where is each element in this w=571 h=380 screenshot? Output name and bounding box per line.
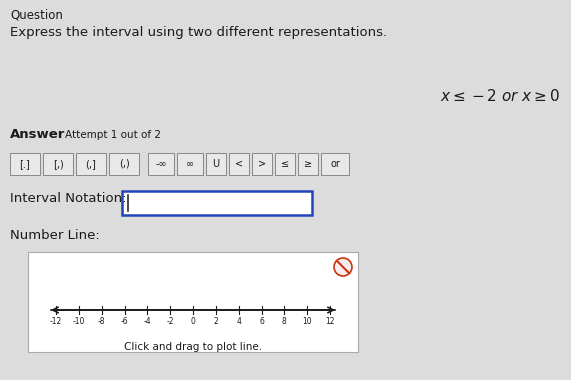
- Text: ≤: ≤: [281, 159, 289, 169]
- FancyBboxPatch shape: [76, 153, 106, 175]
- Text: 8: 8: [282, 317, 287, 326]
- Text: [,): [,): [53, 159, 63, 169]
- FancyBboxPatch shape: [275, 153, 295, 175]
- Text: (,): (,): [119, 159, 130, 169]
- Text: Number Line:: Number Line:: [10, 229, 100, 242]
- Text: ∞: ∞: [186, 159, 194, 169]
- Text: -10: -10: [73, 317, 85, 326]
- Circle shape: [334, 258, 352, 276]
- Text: (,]: (,]: [86, 159, 96, 169]
- FancyBboxPatch shape: [122, 191, 312, 215]
- FancyBboxPatch shape: [10, 153, 40, 175]
- Text: -4: -4: [143, 317, 151, 326]
- FancyBboxPatch shape: [43, 153, 73, 175]
- Text: 4: 4: [236, 317, 241, 326]
- Text: 0: 0: [191, 317, 195, 326]
- FancyBboxPatch shape: [109, 153, 139, 175]
- Text: -12: -12: [50, 317, 62, 326]
- FancyBboxPatch shape: [177, 153, 203, 175]
- Text: Answer: Answer: [10, 128, 65, 141]
- Text: -∞: -∞: [155, 159, 167, 169]
- Text: [.]: [.]: [19, 159, 30, 169]
- FancyBboxPatch shape: [28, 252, 358, 352]
- FancyBboxPatch shape: [148, 153, 174, 175]
- Text: 6: 6: [259, 317, 264, 326]
- Text: -8: -8: [98, 317, 106, 326]
- FancyBboxPatch shape: [298, 153, 318, 175]
- Text: Express the interval using two different representations.: Express the interval using two different…: [10, 26, 387, 39]
- Text: Attempt 1 out of 2: Attempt 1 out of 2: [65, 130, 161, 140]
- Text: or: or: [330, 159, 340, 169]
- FancyBboxPatch shape: [229, 153, 249, 175]
- FancyBboxPatch shape: [321, 153, 349, 175]
- Text: 12: 12: [325, 317, 335, 326]
- Text: 10: 10: [303, 317, 312, 326]
- FancyBboxPatch shape: [252, 153, 272, 175]
- Text: Click and drag to plot line.: Click and drag to plot line.: [124, 342, 262, 352]
- Text: ≥: ≥: [304, 159, 312, 169]
- Text: U: U: [212, 159, 220, 169]
- Text: $x \leq -2$ or $x \geq 0$: $x \leq -2$ or $x \geq 0$: [440, 88, 560, 104]
- FancyBboxPatch shape: [206, 153, 226, 175]
- Text: 2: 2: [214, 317, 218, 326]
- Text: <: <: [235, 159, 243, 169]
- Text: >: >: [258, 159, 266, 169]
- Text: Interval Notation:: Interval Notation:: [10, 192, 127, 205]
- Text: -2: -2: [166, 317, 174, 326]
- Text: Question: Question: [10, 8, 63, 21]
- Text: -6: -6: [120, 317, 128, 326]
